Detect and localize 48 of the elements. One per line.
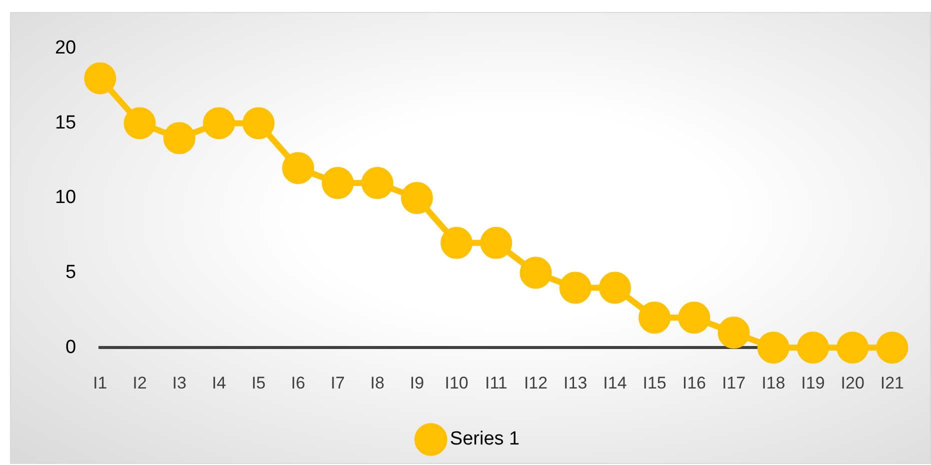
x-tick-label: I20: [840, 373, 864, 392]
point: [480, 226, 512, 259]
x-tick-label: I12: [524, 373, 548, 392]
point: [202, 107, 235, 140]
x-tick-label: I5: [251, 373, 266, 392]
point: [520, 256, 552, 289]
x-tick-label: I17: [722, 373, 746, 392]
point: [876, 332, 908, 364]
x-tick-label: I4: [212, 373, 226, 392]
x-tick-label: I10: [444, 373, 468, 392]
y-tick-label: 15: [54, 112, 76, 134]
x-tick-label: I13: [564, 373, 588, 392]
x-tick-label: I15: [642, 373, 666, 392]
y-tick-label: 5: [66, 262, 76, 284]
x-tick-label: I14: [603, 373, 627, 392]
x-tick-label: I1: [93, 373, 108, 392]
point: [400, 182, 433, 214]
point: [440, 226, 473, 259]
point: [718, 316, 750, 349]
x-tick-label: I16: [682, 373, 706, 392]
y-tick-label: 20: [54, 38, 76, 59]
y-tick-label: 10: [54, 187, 76, 208]
point: [559, 272, 592, 304]
point: [757, 332, 790, 364]
point: [322, 167, 354, 200]
point: [796, 332, 829, 364]
point: [242, 107, 275, 140]
x-tick-label: I2: [132, 373, 147, 392]
point: [163, 122, 196, 154]
x-tick-label: I7: [330, 373, 345, 392]
point: [836, 332, 869, 364]
legend-label: Series 1: [450, 428, 520, 450]
x-tick-label: I11: [484, 373, 508, 392]
point: [361, 167, 394, 200]
x-tick-label: I6: [291, 373, 306, 392]
x-tick-label: I8: [370, 373, 384, 392]
point: [282, 152, 314, 184]
x-tick-label: I19: [801, 373, 825, 392]
point: [598, 272, 631, 304]
point: [638, 302, 671, 334]
point: [84, 62, 116, 94]
x-tick-label: I3: [172, 373, 186, 392]
x-tick-label: I9: [410, 373, 424, 392]
point: [124, 107, 156, 140]
x-tick-label: I18: [762, 373, 786, 392]
y-tick-label: 0: [66, 336, 76, 358]
point: [678, 302, 710, 334]
x-tick-label: I21: [880, 373, 904, 392]
